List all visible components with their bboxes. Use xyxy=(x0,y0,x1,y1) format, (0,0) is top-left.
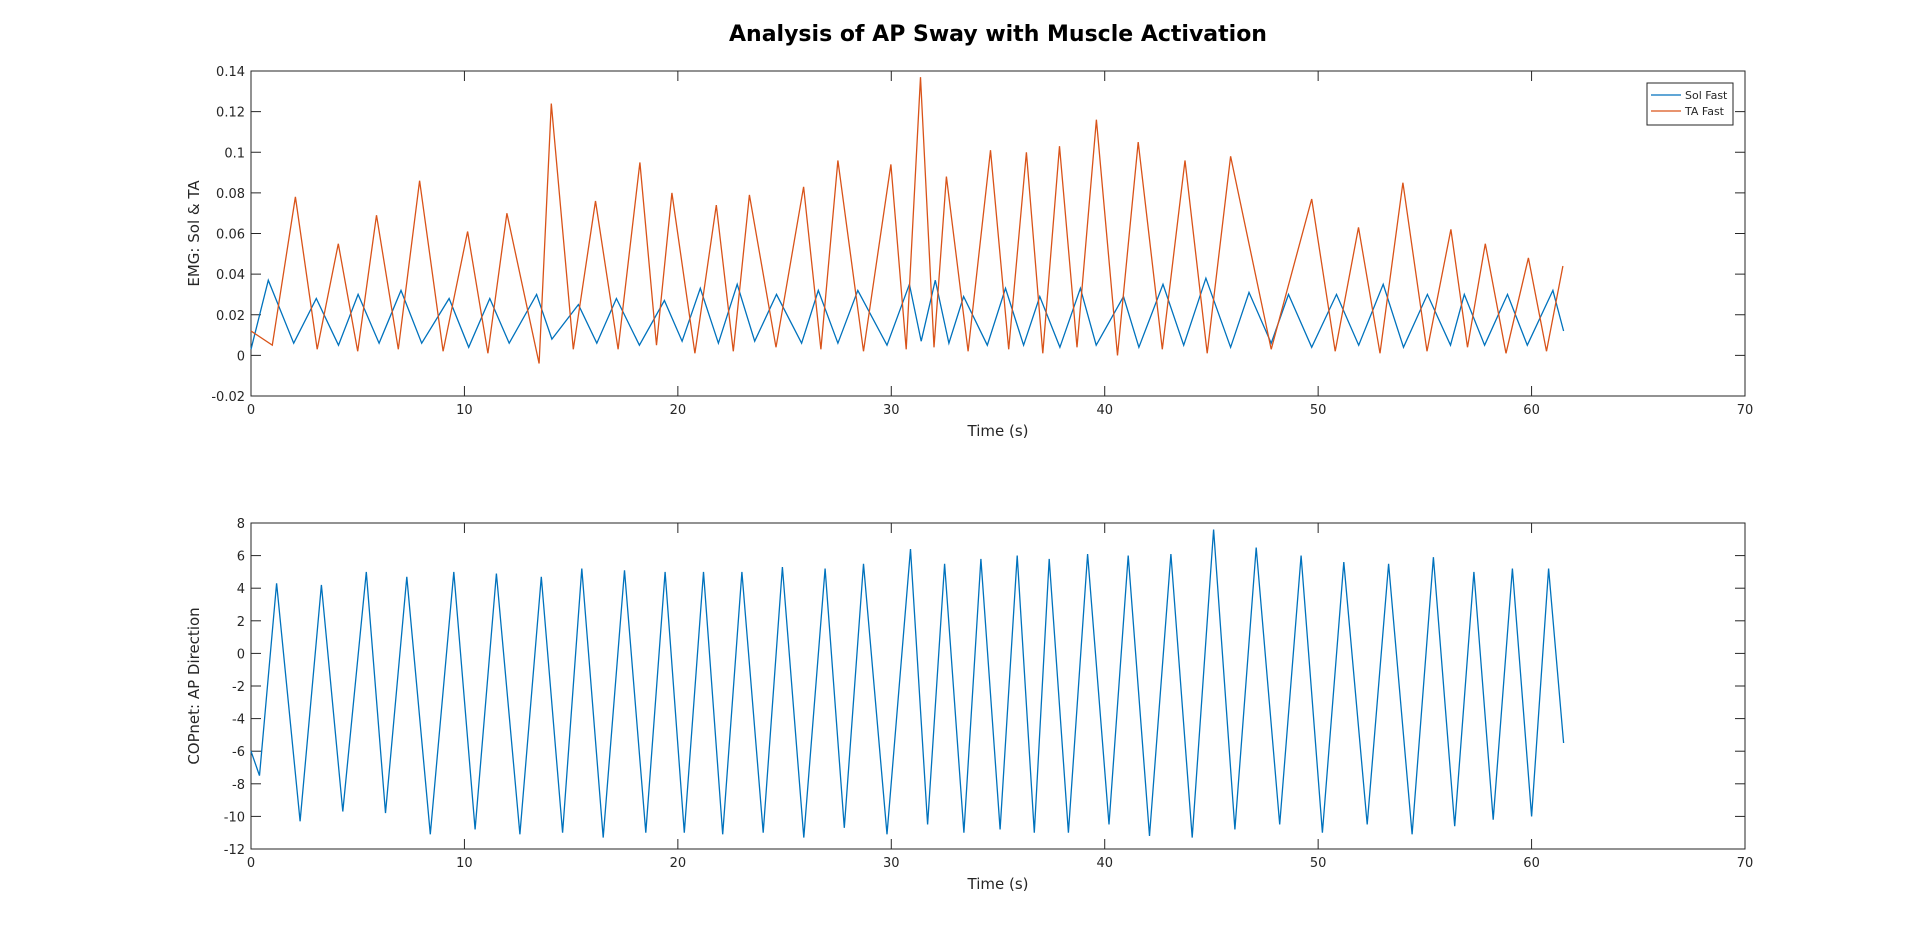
x-tick-label: 0 xyxy=(247,403,255,418)
y-tick-label: 8 xyxy=(237,517,245,532)
legend-label: Sol Fast xyxy=(1685,89,1728,102)
x-tick-label: 70 xyxy=(1737,403,1754,418)
x-axis-label: Time (s) xyxy=(967,875,1029,893)
x-tick-label: 10 xyxy=(456,403,473,418)
y-tick-label: 0 xyxy=(237,349,245,364)
x-tick-label: 40 xyxy=(1096,856,1113,871)
x-axis-label: Time (s) xyxy=(967,422,1029,440)
line-series xyxy=(250,77,1564,364)
x-tick-label: 0 xyxy=(247,856,255,871)
line-series xyxy=(250,276,1565,350)
x-tick-label: 10 xyxy=(456,856,473,871)
x-tick-label: 60 xyxy=(1523,403,1540,418)
y-axis-label: COPnet: AP Direction xyxy=(185,607,203,764)
y-tick-label: 0.02 xyxy=(216,309,245,324)
x-tick-label: 50 xyxy=(1310,856,1327,871)
x-tick-label: 50 xyxy=(1310,403,1327,418)
line-series xyxy=(250,529,1565,838)
y-tick-label: -12 xyxy=(224,843,245,858)
y-tick-label: -0.02 xyxy=(211,390,245,405)
x-tick-label: 20 xyxy=(670,856,687,871)
x-tick-label: 70 xyxy=(1737,856,1754,871)
y-tick-label: 6 xyxy=(237,550,245,565)
y-tick-label: -4 xyxy=(232,713,245,728)
x-tick-label: 30 xyxy=(883,856,900,871)
y-tick-label: 0 xyxy=(237,647,245,662)
y-axis-label: EMG: Sol & TA xyxy=(185,180,203,287)
y-tick-label: 0.1 xyxy=(224,146,245,161)
chart-title: Analysis of AP Sway with Muscle Activati… xyxy=(729,22,1267,47)
y-tick-label: 0.12 xyxy=(216,106,245,121)
x-tick-label: 30 xyxy=(883,403,900,418)
y-tick-label: 0.08 xyxy=(216,187,245,202)
x-tick-label: 60 xyxy=(1523,856,1540,871)
y-tick-label: 2 xyxy=(237,615,245,630)
y-tick-label: 0.06 xyxy=(216,228,245,243)
x-tick-label: 20 xyxy=(670,403,687,418)
x-tick-label: 40 xyxy=(1096,403,1113,418)
y-tick-label: -10 xyxy=(224,810,245,825)
y-tick-label: 4 xyxy=(237,582,245,597)
y-tick-label: -6 xyxy=(232,745,245,760)
legend-box xyxy=(1646,82,1734,126)
y-tick-label: 0.14 xyxy=(216,65,245,80)
y-tick-label: -2 xyxy=(232,680,245,695)
legend-label: TA Fast xyxy=(1684,105,1725,118)
y-tick-label: 0.04 xyxy=(216,268,245,283)
y-tick-label: -8 xyxy=(232,778,245,793)
